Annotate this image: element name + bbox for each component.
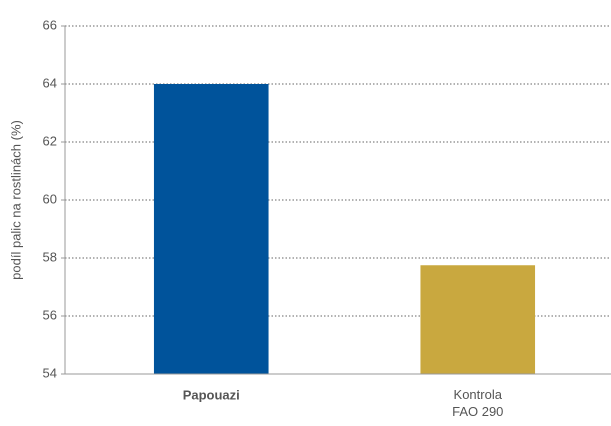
bar	[153, 84, 269, 374]
y-tick-label: 64	[43, 75, 57, 90]
y-tick-label: 62	[43, 133, 57, 148]
x-tick-label: Papouazi	[183, 387, 240, 402]
y-tick-label: 66	[43, 17, 57, 32]
y-tick-label: 58	[43, 249, 57, 264]
y-tick-label: 56	[43, 307, 57, 322]
x-tick-label: Kontrola FAO 290	[452, 387, 503, 419]
y-tick-label: 54	[43, 365, 57, 380]
y-tick-label: 60	[43, 191, 57, 206]
y-axis-label: podíl palic na rostlinách (%)	[8, 120, 23, 280]
bar	[420, 265, 536, 374]
